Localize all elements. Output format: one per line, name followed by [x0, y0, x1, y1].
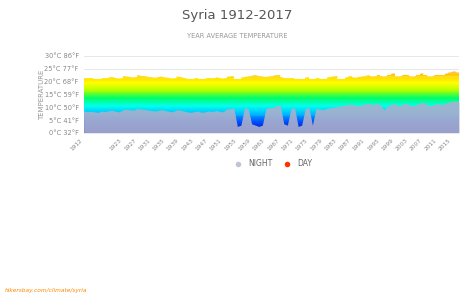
Text: YEAR AVERAGE TEMPERATURE: YEAR AVERAGE TEMPERATURE — [187, 33, 287, 38]
Text: Syria 1912-2017: Syria 1912-2017 — [182, 9, 292, 22]
Legend: NIGHT, DAY: NIGHT, DAY — [227, 156, 315, 171]
Y-axis label: TEMPERATURE: TEMPERATURE — [39, 69, 45, 120]
Text: hikersbay.com/climate/syria: hikersbay.com/climate/syria — [5, 288, 87, 293]
